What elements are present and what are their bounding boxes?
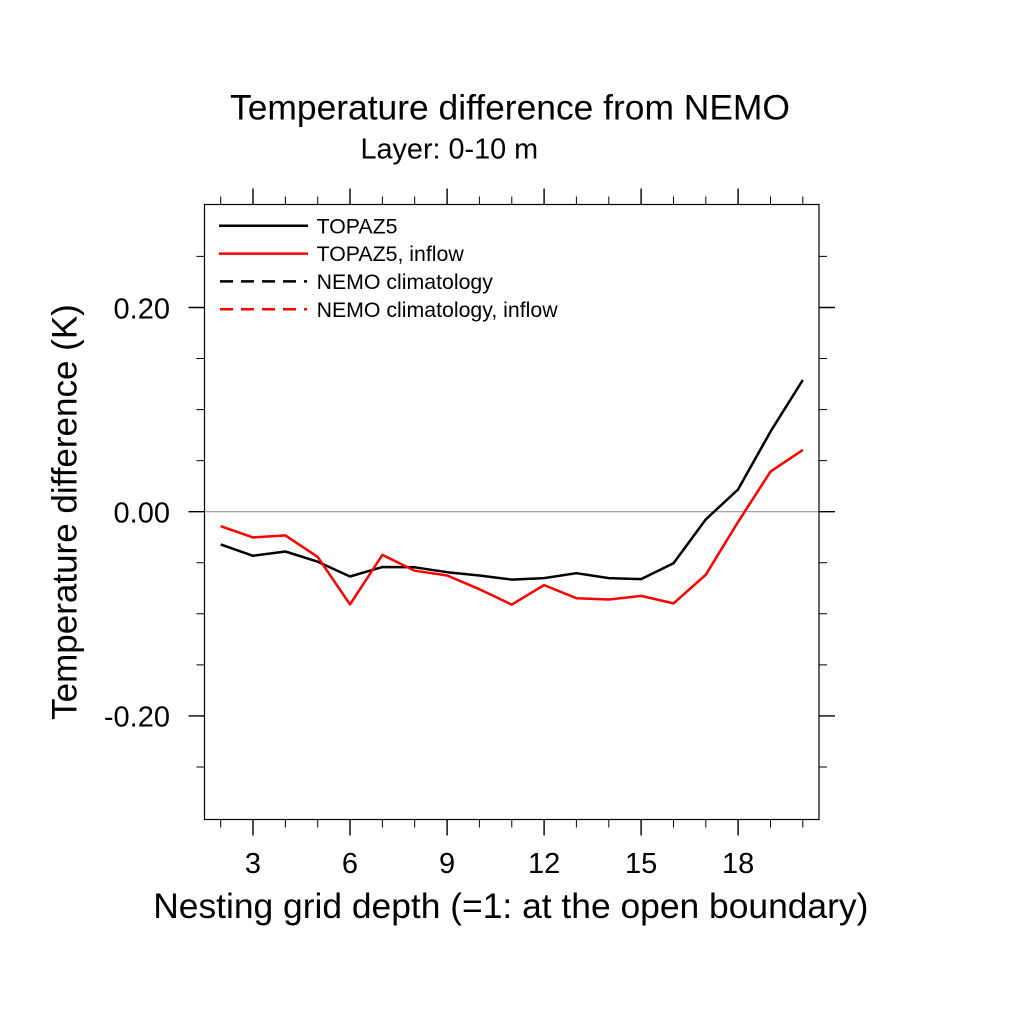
- svg-text:6: 6: [342, 848, 358, 880]
- svg-text:Layer: 0-10 m: Layer: 0-10 m: [361, 134, 539, 166]
- svg-text:0.20: 0.20: [114, 293, 170, 325]
- svg-text:TOPAZ5, inflow: TOPAZ5, inflow: [317, 242, 465, 266]
- svg-text:0.00: 0.00: [114, 498, 170, 530]
- svg-text:Nesting grid depth (=1: at the: Nesting grid depth (=1: at the open boun…: [153, 886, 868, 926]
- svg-text:TOPAZ5: TOPAZ5: [317, 214, 398, 238]
- svg-text:NEMO climatology, inflow: NEMO climatology, inflow: [317, 298, 559, 322]
- svg-text:-0.20: -0.20: [104, 702, 170, 734]
- svg-text:3: 3: [245, 848, 261, 880]
- svg-text:12: 12: [528, 848, 560, 880]
- svg-text:15: 15: [625, 848, 657, 880]
- svg-text:18: 18: [722, 848, 754, 880]
- svg-text:Temperature difference (K): Temperature difference (K): [46, 304, 85, 720]
- svg-text:9: 9: [439, 848, 455, 880]
- svg-text:Temperature difference from NE: Temperature difference from NEMO: [230, 88, 790, 128]
- svg-text:NEMO climatology: NEMO climatology: [317, 270, 494, 294]
